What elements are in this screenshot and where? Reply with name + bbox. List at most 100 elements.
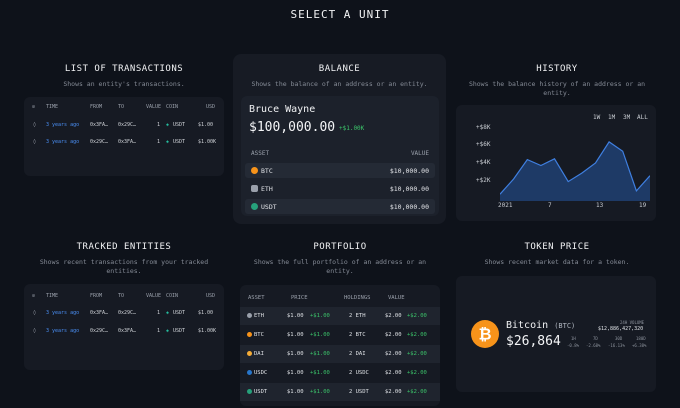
tx-to[interactable]: 0x3FA… (118, 139, 137, 145)
range-3m[interactable]: 3M (623, 114, 631, 121)
change-180d: +6.38% (632, 343, 647, 348)
unit-description: Shows the full portfolio of an address o… (253, 258, 427, 275)
balance-row[interactable]: ETH $10,000.00 (245, 181, 435, 196)
price-change: +$1.00 (310, 389, 330, 395)
asset-name: ETH (254, 313, 264, 319)
token-name: Bitcoin (506, 320, 549, 331)
col-time: TIME (46, 104, 59, 110)
period-1h: 1H (571, 336, 576, 341)
history-chart (500, 141, 650, 201)
tx-from[interactable]: 0x29C… (90, 328, 109, 334)
asset-name: DAI (254, 351, 264, 357)
value: $2.00 (385, 332, 402, 338)
price-change: +$1.00 (310, 351, 330, 357)
tx-time[interactable]: 3 years ago (46, 139, 80, 145)
tx-usd: $1.00 (198, 310, 214, 316)
tx-coin: USDT (173, 310, 186, 316)
col-value: VALUE (388, 295, 405, 301)
unit-description: Shows recent transactions from your trac… (39, 258, 209, 275)
price: $1.00 (287, 332, 304, 338)
eth-icon: ◊ (33, 328, 37, 334)
unit-description: Shows recent market data for a token. (484, 258, 630, 266)
tx-value: 1 (157, 310, 161, 316)
token-symbol: (BTC) (554, 322, 576, 330)
tx-to[interactable]: 0x29C… (118, 122, 137, 128)
value-change: +$2.00 (407, 370, 427, 376)
col-from: FROM (90, 293, 103, 299)
table-row[interactable]: ◊ 3 years ago 0x29C… 0x3FA… 1 ◈ USDT $1.… (24, 324, 224, 338)
unit-portfolio[interactable]: PORTFOLIO Shows the full portfolio of an… (236, 234, 444, 406)
tx-time[interactable]: 3 years ago (46, 328, 80, 334)
range-all[interactable]: ALL (637, 114, 648, 121)
unit-title: PORTFOLIO (313, 242, 367, 252)
col-value: VALUE (146, 104, 162, 110)
entity-name: Bruce Wayne (249, 104, 316, 115)
asset-name: BTC (261, 167, 273, 175)
tx-from[interactable]: 0x29C… (90, 139, 109, 145)
unit-title: LIST OF TRANSACTIONS (64, 64, 184, 74)
asset-name: ETH (261, 185, 273, 193)
tx-time[interactable]: 3 years ago (46, 310, 80, 316)
asset-value: $10,000.00 (389, 167, 429, 175)
tx-usd: $1.00 (198, 122, 214, 128)
tx-coin: USDT (173, 139, 186, 145)
table-header: ⊘ TIME FROM TO VALUE COIN USD (24, 100, 224, 114)
balance-row[interactable]: USDT $10,000.00 (245, 199, 435, 214)
tx-from[interactable]: 0x3FA… (90, 122, 109, 128)
portfolio-row[interactable]: DAI $1.00 +$1.00 2 DAI $2.00 +$2.00 (240, 345, 440, 363)
tx-coin: USDT (173, 328, 186, 334)
range-1m[interactable]: 1M (608, 114, 616, 121)
holdings: 2 DAI (349, 351, 366, 357)
x-tick: 2021 (498, 202, 513, 209)
table-row[interactable]: ◊ 3 years ago 0x3FA… 0x29C… 1 ◈ USDT $1.… (24, 306, 224, 320)
balance-change: +$1.00K (339, 125, 365, 132)
coin-icon (247, 313, 252, 318)
table-row[interactable]: ◊ 3 years ago 0x3FA… 0x29C… 1 ◈ USDT $1.… (24, 118, 224, 132)
holdings: 2 USDC (349, 370, 369, 376)
tx-to[interactable]: 0x3FA… (118, 328, 137, 334)
svg-text:₿: ₿ (478, 325, 491, 344)
value-change: +$2.00 (407, 351, 427, 357)
asset-cell: ETH (251, 185, 273, 193)
change-30d: -16.13% (608, 343, 625, 348)
range-1w[interactable]: 1W (593, 114, 601, 121)
portfolio-row[interactable]: BTC $1.00 +$1.00 2 BTC $2.00 +$2.00 (240, 326, 440, 344)
value-change: +$2.00 (407, 313, 427, 319)
transactions-card: ⊘ TIME FROM TO VALUE COIN USD ◊ 3 years … (24, 97, 224, 176)
eth-icon: ◊ (33, 122, 37, 128)
col-coin: COIN (166, 293, 179, 299)
col-price: PRICE (291, 295, 308, 301)
asset-name: USDC (254, 370, 268, 376)
unit-tracked[interactable]: TRACKED ENTITIES Shows recent transactio… (22, 234, 226, 404)
col-value: VALUE (146, 293, 162, 299)
portfolio-row[interactable]: USDT $1.00 +$1.00 2 USDT $2.00 +$2.00 (240, 383, 440, 401)
history-card: 1W 1M 3M ALL +$8K +$6K +$4K +$2K 2021 7 … (456, 105, 656, 221)
unit-balance[interactable]: BALANCE Shows the balance of an address … (233, 54, 446, 224)
coin-icon (247, 332, 252, 337)
asset-cell: USDC (247, 370, 267, 376)
balance-row[interactable]: BTC $10,000.00 (245, 163, 435, 178)
coin-icon (247, 351, 252, 356)
token-card: ₿ Bitcoin (BTC) $26,864 24H VOLUME $12,8… (456, 276, 656, 392)
asset-cell: ETH (247, 313, 264, 319)
tx-from[interactable]: 0x3FA… (90, 310, 109, 316)
period-7d: 7D (593, 336, 598, 341)
portfolio-row[interactable]: ETH $1.00 +$1.00 2 ETH $2.00 +$2.00 (240, 307, 440, 325)
y-tick: +$8K (476, 124, 491, 131)
unit-token[interactable]: TOKEN PRICE Shows recent market data for… (452, 234, 662, 406)
unit-title: BALANCE (318, 64, 361, 74)
unit-history[interactable]: HISTORY Shows the balance history of an … (452, 56, 662, 226)
token-name-line: Bitcoin (BTC) (506, 320, 575, 331)
unit-transactions[interactable]: LIST OF TRANSACTIONS Shows an entity's t… (22, 56, 226, 226)
tx-to[interactable]: 0x29C… (118, 310, 137, 316)
col-usd: USD (206, 293, 216, 299)
tx-time[interactable]: 3 years ago (46, 122, 80, 128)
value: $2.00 (385, 370, 402, 376)
price: $1.00 (287, 351, 304, 357)
table-row[interactable]: ◊ 3 years ago 0x29C… 0x3FA… 1 ◈ USDT $1.… (24, 135, 224, 149)
coin-icon (247, 370, 252, 375)
unit-description: Shows the balance of an address or an en… (251, 80, 428, 88)
x-tick: 7 (548, 202, 552, 209)
portfolio-row[interactable]: USDC $1.00 +$1.00 2 USDC $2.00 +$2.00 (240, 364, 440, 382)
history-line (500, 141, 650, 195)
